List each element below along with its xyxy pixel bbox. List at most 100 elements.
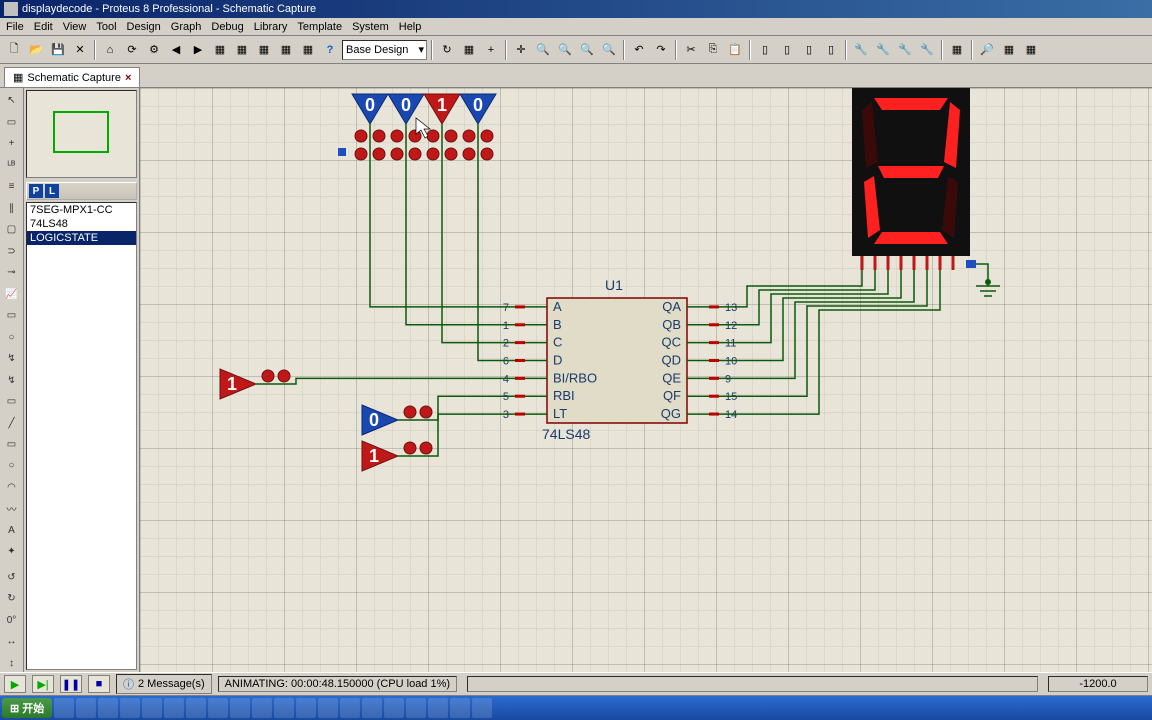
probe-i-icon[interactable]: ↯ (3, 371, 21, 388)
align2-icon[interactable]: ▯ (777, 40, 797, 60)
select-icon[interactable]: ↖ (3, 92, 21, 109)
menu-file[interactable]: File (6, 21, 24, 33)
taskbar-app-icon[interactable] (340, 698, 360, 718)
copy-icon[interactable]: ⎘ (703, 40, 723, 60)
design-combo[interactable]: Base Design (342, 40, 427, 60)
menu-tool[interactable]: Tool (96, 21, 116, 33)
zoom-in-icon[interactable]: 🔍 (533, 40, 553, 60)
taskbar-app-icon[interactable] (274, 698, 294, 718)
redo-icon[interactable]: ↷ (651, 40, 671, 60)
menu-bar[interactable]: FileEditViewToolDesignGraphDebugLibraryT… (0, 18, 1152, 36)
menu-edit[interactable]: Edit (34, 21, 53, 33)
circle2d-icon[interactable]: ○ (3, 457, 21, 474)
menu-system[interactable]: System (352, 21, 389, 33)
taskbar-app-icon[interactable] (406, 698, 426, 718)
settings-icon[interactable]: ⚙ (144, 40, 164, 60)
menu-graph[interactable]: Graph (171, 21, 202, 33)
terminal-icon[interactable]: ⊃ (3, 242, 21, 259)
taskbar-app-icon[interactable] (230, 698, 250, 718)
flip-h-icon[interactable]: ↔ (3, 633, 21, 650)
play-button[interactable]: ▶ (4, 675, 26, 693)
tools3-icon[interactable]: 🔧 (895, 40, 915, 60)
taskbar-app-icon[interactable] (98, 698, 118, 718)
component-icon[interactable]: ▭ (3, 113, 21, 130)
ext1-icon[interactable]: ▦ (947, 40, 967, 60)
pick-button[interactable]: P (29, 184, 43, 198)
rotate-ccw-icon[interactable]: ↺ (3, 569, 21, 586)
line2d-icon[interactable]: ╱ (3, 414, 21, 431)
find-icon[interactable]: 🔎 (977, 40, 997, 60)
tools2-icon[interactable]: 🔧 (873, 40, 893, 60)
forward-icon[interactable]: ▶ (188, 40, 208, 60)
symbol-icon[interactable]: ✦ (3, 543, 21, 560)
probe-v-icon[interactable]: ↯ (3, 350, 21, 367)
bus-icon[interactable]: ∥ (3, 199, 21, 216)
cursor-plus-icon[interactable]: ✛ (511, 40, 531, 60)
angle-icon[interactable]: 0° (3, 612, 21, 629)
subcircuit-icon[interactable]: ▢ (3, 221, 21, 238)
back-icon[interactable]: ◀ (166, 40, 186, 60)
taskbar-app-icon[interactable] (472, 698, 492, 718)
home-icon[interactable]: ⌂ (100, 40, 120, 60)
taskbar-app-icon[interactable] (296, 698, 316, 718)
main-toolbar[interactable]: 🗋 📂 💾 ✕ ⌂ ⟳ ⚙ ◀ ▶ ▦ ▦ ▦ ▦ ▦ ? Base Desig… (0, 36, 1152, 64)
taskbar-app-icon[interactable] (252, 698, 272, 718)
open-icon[interactable]: 📂 (26, 40, 46, 60)
text-script-icon[interactable]: ≡ (3, 178, 21, 195)
generator-icon[interactable]: ○ (3, 328, 21, 345)
devices-list[interactable]: 7SEG-MPX1-CC74LS48LOGICSTATE (26, 202, 137, 670)
module1-icon[interactable]: ▦ (210, 40, 230, 60)
stop-button[interactable]: ■ (88, 675, 110, 693)
module3-icon[interactable]: ▦ (254, 40, 274, 60)
messages-panel[interactable]: ⓘ 2 Message(s) (116, 674, 212, 694)
lib-button[interactable]: L (45, 184, 59, 198)
step-button[interactable]: ▶| (32, 675, 54, 693)
taskbar-app-icon[interactable] (142, 698, 162, 718)
new-icon[interactable]: 🗋 (4, 40, 24, 60)
taskbar-app-icon[interactable] (450, 698, 470, 718)
tools1-icon[interactable]: 🔧 (851, 40, 871, 60)
graph-icon[interactable]: 📈 (3, 285, 21, 302)
ext2-icon[interactable]: ▦ (999, 40, 1019, 60)
taskbar-app-icon[interactable] (362, 698, 382, 718)
menu-debug[interactable]: Debug (211, 21, 243, 33)
zoom-out-icon[interactable]: 🔍 (555, 40, 575, 60)
overview-panel[interactable] (26, 90, 137, 178)
origin-icon[interactable]: + (481, 40, 501, 60)
rotate-cw-icon[interactable]: ↻ (3, 590, 21, 607)
devices-header[interactable]: P L (26, 182, 137, 200)
close-icon[interactable]: ✕ (70, 40, 90, 60)
menu-template[interactable]: Template (297, 21, 342, 33)
junction-icon[interactable]: + (3, 135, 21, 152)
paste-icon[interactable]: 📋 (725, 40, 745, 60)
taskbar-app-icon[interactable] (76, 698, 96, 718)
ext3-icon[interactable]: ▦ (1021, 40, 1041, 60)
menu-library[interactable]: Library (254, 21, 288, 33)
zoom-fit-icon[interactable]: 🔍 (577, 40, 597, 60)
refresh-icon[interactable]: ⟳ (122, 40, 142, 60)
tool-a-icon[interactable]: ↻ (437, 40, 457, 60)
menu-view[interactable]: View (63, 21, 87, 33)
grid-icon[interactable]: ▦ (459, 40, 479, 60)
instr-icon[interactable]: ▭ (3, 393, 21, 410)
device-item[interactable]: 74LS48 (27, 217, 136, 231)
zoom-area-icon[interactable]: 🔍 (599, 40, 619, 60)
cut-icon[interactable]: ✂ (681, 40, 701, 60)
taskbar-app-icon[interactable] (318, 698, 338, 718)
pause-button[interactable]: ❚❚ (60, 675, 82, 693)
align3-icon[interactable]: ▯ (799, 40, 819, 60)
left-vertical-toolbar[interactable]: ↖ ▭ + ᴸᴮ ≡ ∥ ▢ ⊃ ⊸ 📈 ▭ ○ ↯ ↯ ▭ ╱ ▭ ○ ◠ 〰… (0, 88, 24, 672)
align1-icon[interactable]: ▯ (755, 40, 775, 60)
devpin-icon[interactable]: ⊸ (3, 264, 21, 281)
taskbar-app-icon[interactable] (208, 698, 228, 718)
undo-icon[interactable]: ↶ (629, 40, 649, 60)
flip-v-icon[interactable]: ↕ (3, 655, 21, 672)
path2d-icon[interactable]: 〰 (3, 500, 21, 517)
device-item[interactable]: 7SEG-MPX1-CC (27, 203, 136, 217)
module5-icon[interactable]: ▦ (298, 40, 318, 60)
schematic-canvas[interactable]: U174LS487A1B2C6D4BI/RBO5RBI3LT13QA12QB11… (140, 88, 1152, 672)
tab-close-icon[interactable]: × (125, 72, 131, 84)
module4-icon[interactable]: ▦ (276, 40, 296, 60)
tape-icon[interactable]: ▭ (3, 307, 21, 324)
start-button[interactable]: ⊞ 开始 (2, 698, 52, 718)
